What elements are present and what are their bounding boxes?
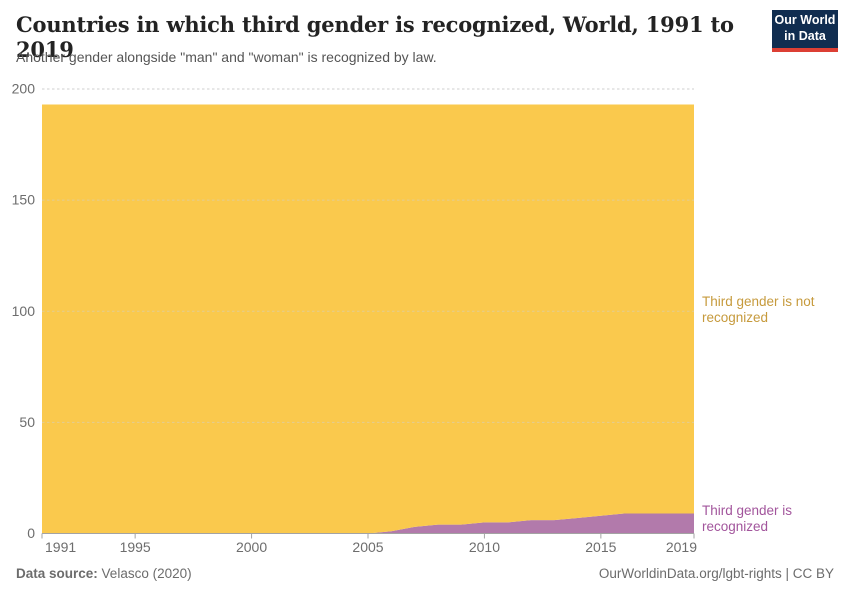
chart-footer: Data source: Velasco (2020) OurWorldinDa… — [16, 566, 834, 581]
owid-logo-line2: in Data — [784, 29, 826, 43]
page-subtitle: Another gender alongside "man" and "woma… — [16, 49, 437, 65]
data-source: Data source: Velasco (2020) — [16, 566, 192, 581]
x-tick-label-2010: 2010 — [469, 539, 500, 555]
x-tick-label-2015: 2015 — [585, 539, 616, 555]
y-tick-label-50: 50 — [19, 414, 35, 430]
series-label-0: Third gender is recognized — [702, 503, 792, 534]
x-tick-label-2000: 2000 — [236, 539, 267, 555]
page-title: Countries in which third gender is recog… — [16, 12, 734, 62]
y-tick-label-150: 150 — [12, 192, 36, 208]
x-tick-label-2005: 2005 — [352, 539, 383, 555]
owid-logo[interactable]: Our World in Data — [772, 10, 838, 52]
data-source-value: Velasco (2020) — [101, 566, 192, 581]
owid-logo-line1: Our World — [774, 13, 836, 28]
area-series-0[interactable] — [42, 513, 694, 534]
area-series-1[interactable] — [42, 104, 694, 534]
series-label-1: Third gender is not recognized — [702, 294, 815, 325]
credit-link[interactable]: OurWorldinData.org/lgbt-rights | CC BY — [598, 566, 834, 581]
y-tick-label-200: 200 — [12, 81, 36, 97]
x-tick-label-1991: 1991 — [45, 539, 76, 555]
y-tick-label-0: 0 — [27, 525, 35, 541]
x-tick-label-2019: 2019 — [666, 539, 697, 555]
y-tick-label-100: 100 — [12, 303, 36, 319]
x-tick-label-1995: 1995 — [120, 539, 151, 555]
data-source-label: Data source: — [16, 566, 98, 581]
